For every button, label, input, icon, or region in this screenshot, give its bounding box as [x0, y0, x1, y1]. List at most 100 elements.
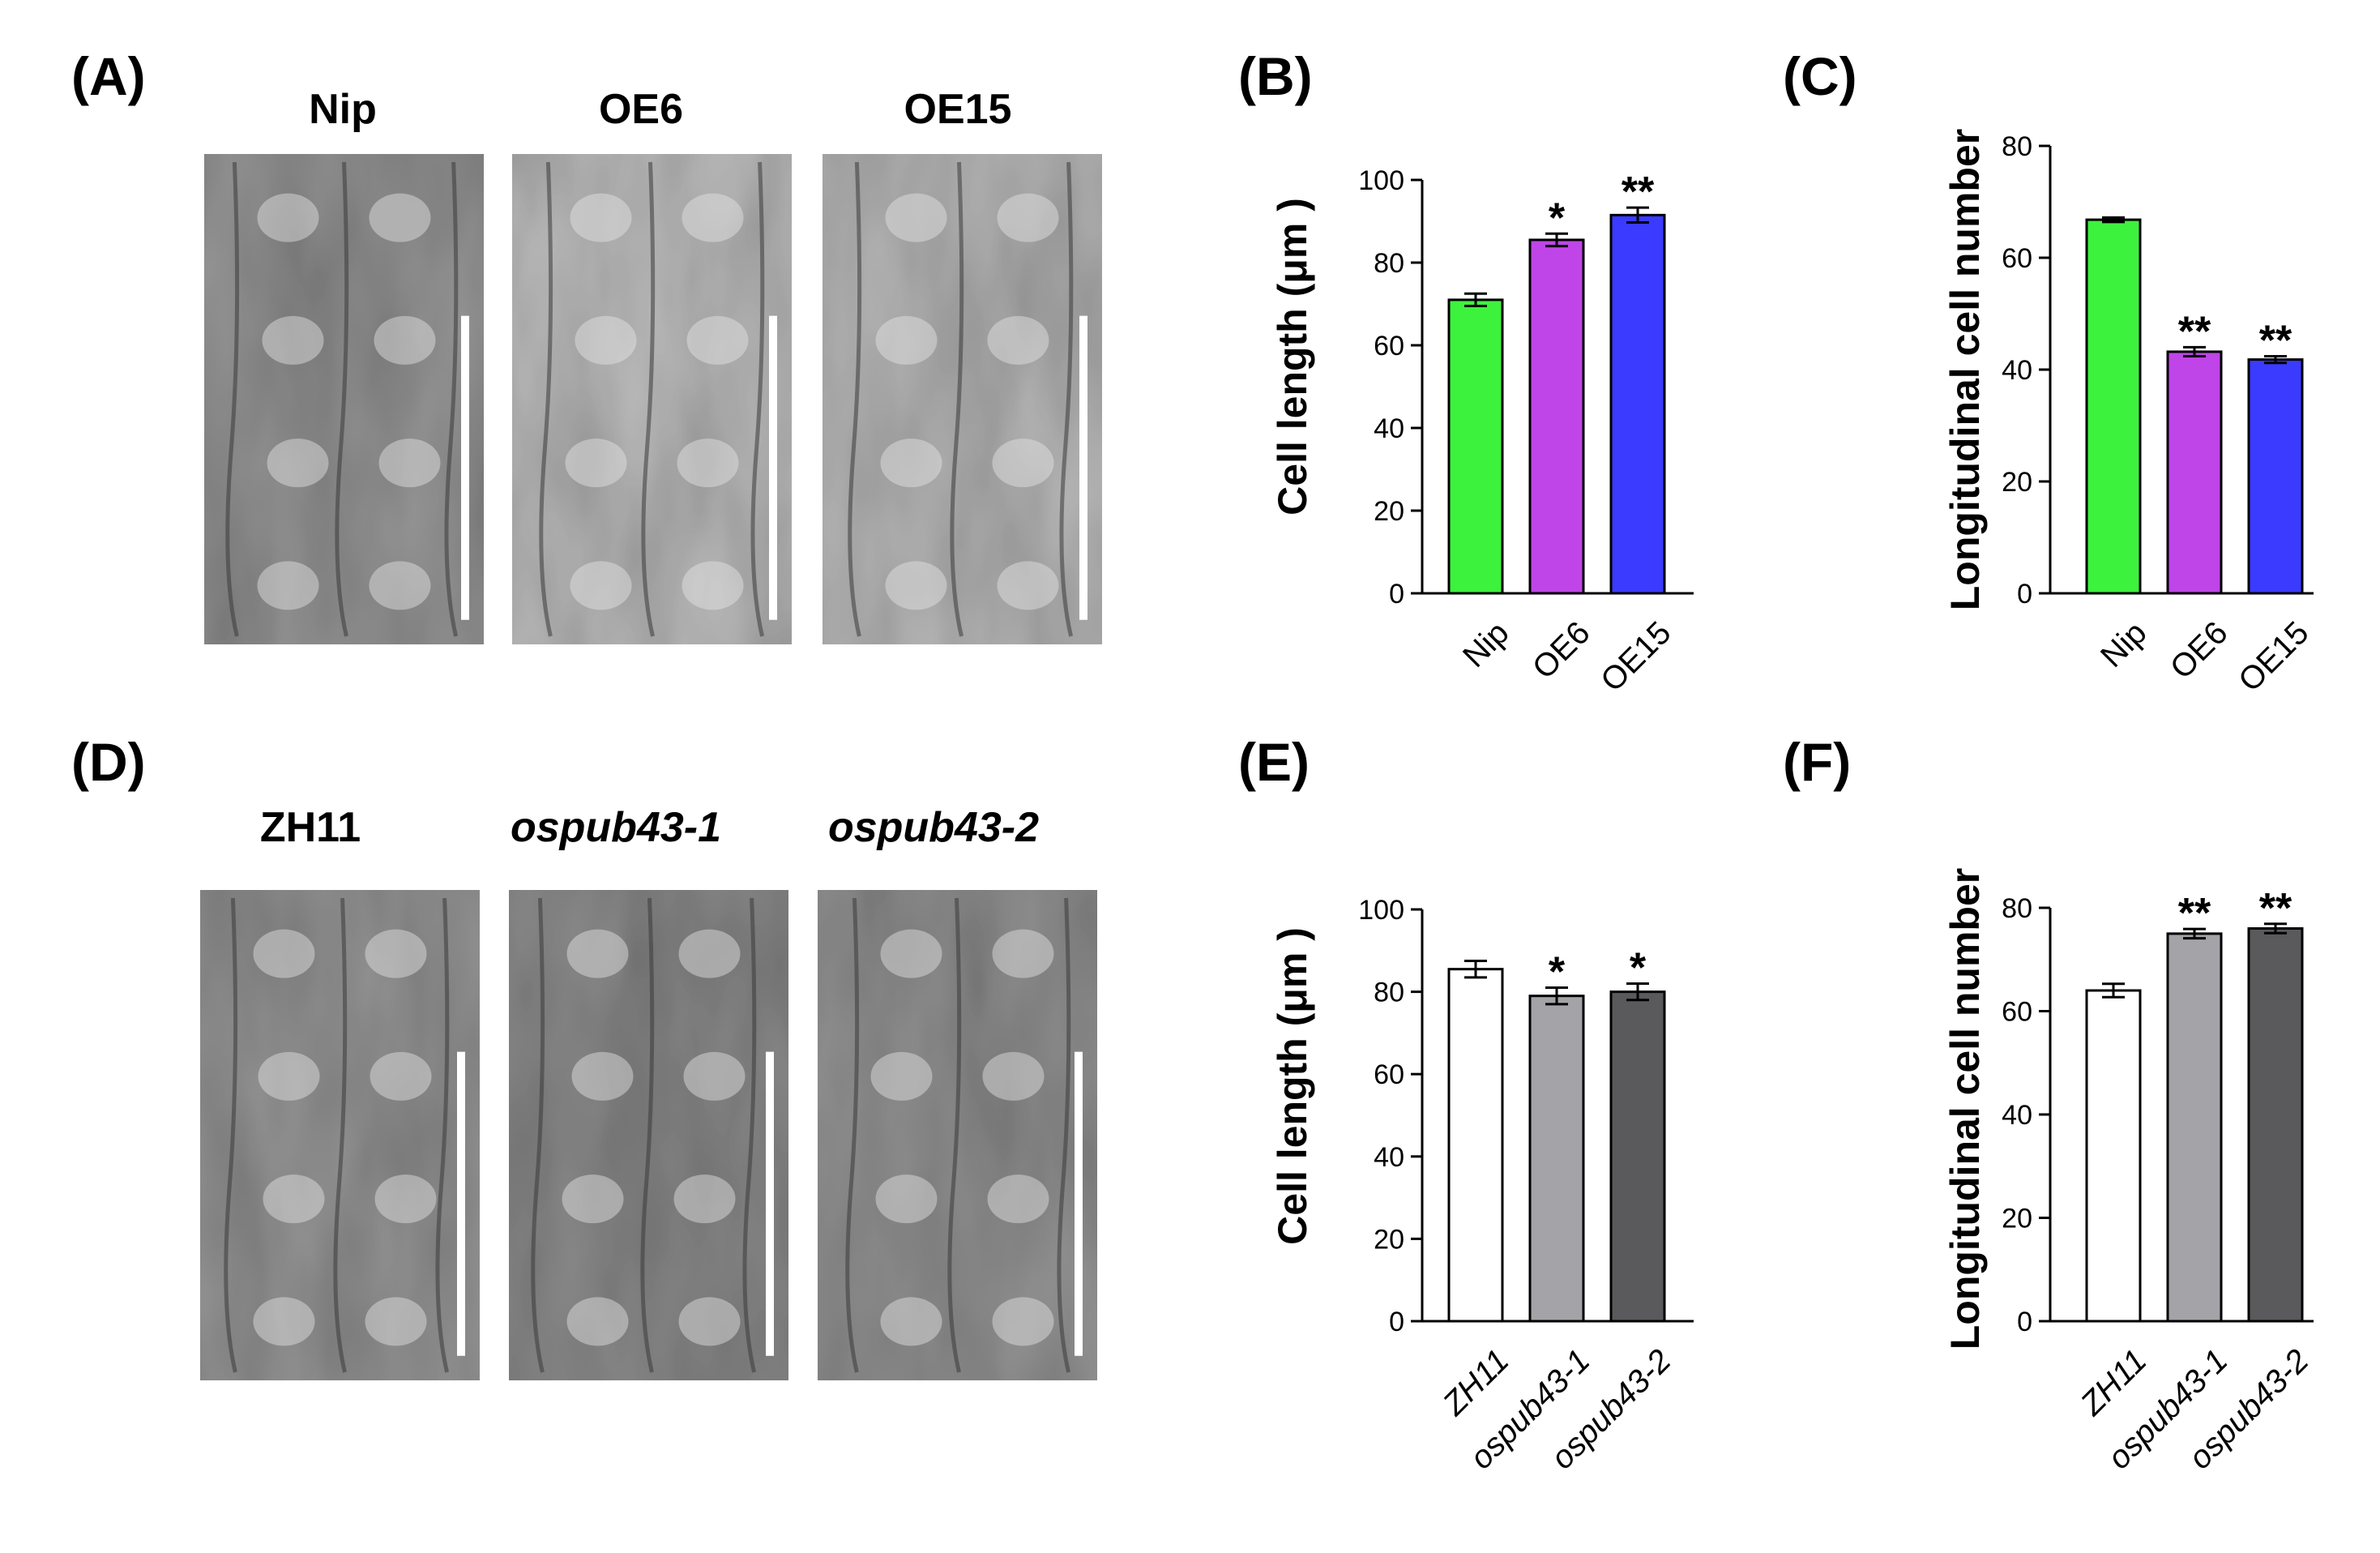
y-tick-label: 80 [2002, 131, 2032, 162]
bar-oe6 [1528, 238, 1585, 595]
y-axis-title: Longitudinal cell number [1942, 868, 1988, 1350]
micrograph-zh11 [200, 890, 480, 1380]
cell-bulge [253, 929, 315, 978]
cell-bulge [992, 439, 1054, 488]
x-tick-label: OE6 [2164, 614, 2235, 686]
y-tick-label: 100 [1358, 165, 1404, 196]
significance-marker: ** [1622, 169, 1655, 216]
scale-bar [461, 315, 469, 620]
y-tick-label: 80 [2002, 893, 2032, 924]
cell-bulge [378, 439, 441, 488]
cell-bulge [263, 1174, 325, 1224]
chart-c: (C) 0 20 40 60 80 Longitudinal cell number Nip *… [1783, 46, 2316, 699]
cell-bulge [870, 1051, 933, 1101]
panel-label-d: (D) [71, 732, 146, 792]
y-tick-label: 60 [1374, 331, 1404, 362]
cell-bulge [880, 1297, 942, 1346]
y-tick-label: 80 [1374, 248, 1404, 279]
cell-bulge [253, 1297, 315, 1346]
x-tick-label: Nip [1456, 614, 1516, 674]
scale-bar [769, 315, 777, 620]
micrograph-oe6 [512, 154, 792, 644]
x-tick-label: OE6 [1526, 614, 1597, 686]
bar-ospub43-2 [1609, 990, 1666, 1323]
y-tick-label: 40 [2002, 1100, 2032, 1131]
bar-oe6 [2166, 350, 2223, 595]
cell-bulge [992, 929, 1054, 978]
image-title-zh11: ZH11 [260, 804, 361, 851]
panel-label-f: (F) [1783, 732, 1851, 792]
cell-bulge [885, 193, 947, 242]
bar-ospub43-1 [1528, 995, 1585, 1323]
y-tick-label: 0 [1389, 579, 1404, 610]
groove-line [531, 897, 545, 1373]
bar-oe15 [2247, 358, 2304, 595]
cell-bulge [365, 929, 427, 978]
cell-bulge [682, 193, 744, 242]
y-tick-label: 60 [1374, 1059, 1404, 1090]
y-tick-label: 20 [1374, 1224, 1404, 1255]
panel-label-a: (A) [71, 46, 146, 106]
cell-bulge [683, 1051, 746, 1101]
y-tick-label: 0 [2017, 579, 2032, 610]
groove-line [845, 897, 860, 1373]
bar-oe15 [1609, 213, 1666, 595]
cell-bulge [987, 315, 1049, 365]
cell-bulge [262, 315, 324, 365]
cell-bulge [570, 193, 632, 242]
cell-bulge [570, 561, 632, 610]
panel-label-c: (C) [1783, 46, 1857, 106]
micrograph-nip [204, 154, 484, 644]
cell-bulge [992, 1297, 1054, 1346]
micrograph-ospub43-1 [509, 890, 788, 1380]
micrograph-background [200, 890, 480, 1380]
cell-bulge [267, 439, 329, 488]
cell-bulge [875, 315, 938, 365]
micrograph-ospub43-2 [818, 890, 1097, 1380]
panel-a-images: Nip OE6 OE15 [204, 86, 1102, 644]
x-tick-label: OE15 [1594, 614, 1677, 698]
x-tick-label: Nip [2094, 614, 2154, 674]
image-title-oe15: OE15 [904, 86, 1012, 133]
bar-nip [2085, 218, 2142, 595]
cell-bulge [987, 1174, 1049, 1224]
panel-label-b: (B) [1238, 46, 1313, 106]
bar-ospub43-1 [2166, 932, 2223, 1323]
scale-bar [457, 1051, 465, 1356]
groove-line [950, 161, 964, 637]
groove-line [641, 161, 656, 637]
groove-line [333, 897, 348, 1373]
cell-bulge [257, 193, 319, 242]
micrograph-oe15 [823, 154, 1102, 644]
x-tick-label: OE15 [2232, 614, 2315, 698]
panel-d-images: ZH11 ospub43-1 ospub43-2 [200, 804, 1097, 1380]
bar-ospub43-2 [2247, 927, 2304, 1323]
y-tick-label: 100 [1358, 895, 1404, 926]
bar-nip [1447, 298, 1504, 595]
y-axis-title: Cell length (μm ) [1270, 927, 1315, 1245]
significance-marker: ** [2259, 317, 2292, 364]
cell-bulge [678, 929, 741, 978]
scale-bar [1075, 1051, 1083, 1356]
groove-line [750, 161, 765, 637]
groove-line [539, 161, 553, 637]
cell-bulge [885, 561, 947, 610]
y-axis-title: Cell length (μm ) [1270, 198, 1315, 516]
groove-line [225, 161, 240, 637]
groove-line [224, 897, 238, 1373]
groove-line [444, 161, 459, 637]
significance-marker: * [1549, 949, 1566, 996]
y-tick-label: 0 [1389, 1307, 1404, 1337]
scale-bar [1079, 315, 1087, 620]
cell-bulge [374, 315, 436, 365]
cell-bulge [566, 929, 629, 978]
y-tick-label: 40 [1374, 413, 1404, 444]
cell-bulge [673, 1174, 736, 1224]
cell-bulge [374, 1174, 437, 1224]
scale-bar [766, 1051, 774, 1356]
cell-bulge [678, 1297, 741, 1346]
cell-bulge [565, 439, 627, 488]
cell-bulge [566, 1297, 629, 1346]
